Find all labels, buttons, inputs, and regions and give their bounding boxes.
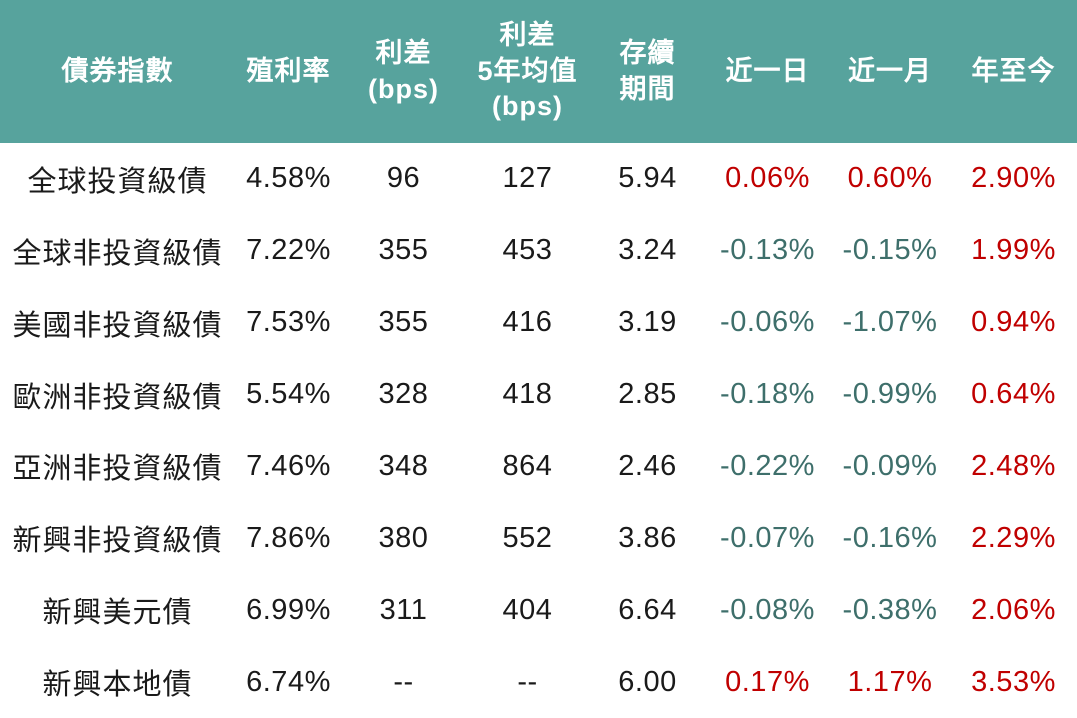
change-1m-cell: -0.99% bbox=[842, 378, 938, 411]
spread-cell: 96 bbox=[386, 162, 421, 195]
spread-5yr-avg-cell: 864 bbox=[502, 449, 553, 482]
change-1d-cell: -0.06% bbox=[720, 306, 815, 339]
spread-cell: 328 bbox=[378, 378, 429, 411]
table-body: 全球投資級債 4.58% 96 127 5.94 0.06% 0.60% 2.9… bbox=[0, 143, 1077, 718]
yield-cell: 4.58% bbox=[246, 162, 331, 195]
change-1d-cell: 0.17% bbox=[725, 665, 810, 698]
spread-cell: 380 bbox=[378, 521, 429, 554]
change-ytd-cell: 2.29% bbox=[971, 521, 1056, 554]
col-header-spread-5yr-avg-bps: 利差 5年均值 (bps) bbox=[465, 0, 590, 143]
col-header-spread-bps: 利差 (bps) bbox=[342, 0, 465, 143]
change-1d-cell: -0.08% bbox=[720, 593, 815, 626]
duration-cell: 6.00 bbox=[618, 665, 677, 698]
spread-5yr-avg-cell: 416 bbox=[502, 306, 553, 339]
change-ytd-cell: 1.99% bbox=[971, 234, 1056, 267]
yield-cell: 7.53% bbox=[246, 306, 331, 339]
yield-cell: 5.54% bbox=[246, 378, 331, 411]
duration-cell: 2.46 bbox=[618, 449, 677, 482]
change-1m-cell: 0.60% bbox=[847, 162, 933, 195]
duration-cell: 3.86 bbox=[618, 521, 677, 554]
yield-cell: 7.86% bbox=[246, 521, 331, 554]
change-1m-cell: 1.17% bbox=[847, 665, 933, 698]
change-1d-cell: 0.06% bbox=[725, 162, 810, 195]
duration-cell: 5.94 bbox=[618, 162, 677, 195]
change-1d-cell: -0.07% bbox=[720, 521, 815, 554]
change-ytd-cell: 2.06% bbox=[971, 593, 1056, 626]
col-header-change-1d: 近一日 bbox=[705, 0, 830, 143]
duration-cell: 3.24 bbox=[618, 234, 677, 267]
spread-5yr-avg-cell: 404 bbox=[502, 593, 553, 626]
spread-cell: -- bbox=[393, 665, 414, 698]
change-1d-cell: -0.13% bbox=[720, 234, 815, 267]
col-header-duration: 存續 期間 bbox=[590, 0, 705, 143]
duration-cell: 6.64 bbox=[618, 593, 677, 626]
table-row: 美國非投資級債 7.53% 355 416 3.19 -0.06% -1.07%… bbox=[0, 287, 1077, 359]
yield-cell: 7.46% bbox=[246, 449, 331, 482]
change-1m-cell: -0.16% bbox=[842, 521, 938, 554]
change-ytd-cell: 0.94% bbox=[971, 306, 1056, 339]
col-header-yield: 殖利率 bbox=[235, 0, 342, 143]
table-row: 新興非投資級債 7.86% 380 552 3.86 -0.07% -0.16%… bbox=[0, 502, 1077, 574]
row-label: 新興本地債 bbox=[42, 669, 193, 702]
table-row: 全球投資級債 4.58% 96 127 5.94 0.06% 0.60% 2.9… bbox=[0, 143, 1077, 215]
table-header: 債券指數 殖利率 利差 (bps) 利差 5年均值 (bps) 存續 期間 近一… bbox=[0, 0, 1077, 143]
row-label: 歐洲非投資級債 bbox=[12, 381, 223, 414]
change-1m-cell: -0.09% bbox=[842, 449, 938, 482]
spread-cell: 355 bbox=[378, 234, 429, 267]
change-1m-cell: -0.38% bbox=[842, 593, 938, 626]
change-1d-cell: -0.18% bbox=[720, 378, 815, 411]
duration-cell: 3.19 bbox=[618, 306, 677, 339]
spread-cell: 311 bbox=[379, 593, 428, 626]
row-label: 新興非投資級債 bbox=[12, 525, 223, 558]
change-1m-cell: -1.07% bbox=[842, 306, 938, 339]
spread-cell: 348 bbox=[378, 449, 429, 482]
change-1d-cell: -0.22% bbox=[720, 449, 815, 482]
col-header-bond-index: 債券指數 bbox=[0, 0, 235, 143]
yield-cell: 7.22% bbox=[246, 234, 331, 267]
table-row: 全球非投資級債 7.22% 355 453 3.24 -0.13% -0.15%… bbox=[0, 215, 1077, 287]
row-label: 全球非投資級債 bbox=[12, 237, 223, 270]
change-ytd-cell: 0.64% bbox=[971, 378, 1056, 411]
row-label: 亞洲非投資級債 bbox=[12, 453, 223, 486]
row-label: 美國非投資級債 bbox=[12, 309, 223, 342]
table-row: 新興本地債 6.74% -- -- 6.00 0.17% 1.17% 3.53% bbox=[0, 646, 1077, 718]
header-row: 債券指數 殖利率 利差 (bps) 利差 5年均值 (bps) 存續 期間 近一… bbox=[0, 0, 1077, 143]
spread-5yr-avg-cell: 127 bbox=[502, 162, 553, 195]
table-row: 歐洲非投資級債 5.54% 328 418 2.85 -0.18% -0.99%… bbox=[0, 359, 1077, 431]
duration-cell: 2.85 bbox=[618, 378, 677, 411]
change-1m-cell: -0.15% bbox=[842, 234, 938, 267]
yield-cell: 6.99% bbox=[246, 593, 331, 626]
change-ytd-cell: 2.90% bbox=[971, 162, 1056, 195]
row-label: 新興美元債 bbox=[42, 597, 193, 630]
row-label: 全球投資級債 bbox=[27, 165, 208, 198]
spread-5yr-avg-cell: 418 bbox=[502, 378, 553, 411]
change-ytd-cell: 2.48% bbox=[971, 449, 1056, 482]
table-row: 新興美元債 6.99% 311 404 6.64 -0.08% -0.38% 2… bbox=[0, 574, 1077, 646]
spread-5yr-avg-cell: 453 bbox=[502, 234, 553, 267]
table-row: 亞洲非投資級債 7.46% 348 864 2.46 -0.22% -0.09%… bbox=[0, 431, 1077, 503]
spread-cell: 355 bbox=[378, 306, 429, 339]
spread-5yr-avg-cell: 552 bbox=[502, 521, 553, 554]
yield-cell: 6.74% bbox=[246, 665, 331, 698]
spread-5yr-avg-cell: -- bbox=[517, 665, 538, 698]
col-header-change-ytd: 年至今 bbox=[950, 0, 1077, 143]
change-ytd-cell: 3.53% bbox=[971, 665, 1056, 698]
col-header-change-1m: 近一月 bbox=[830, 0, 950, 143]
